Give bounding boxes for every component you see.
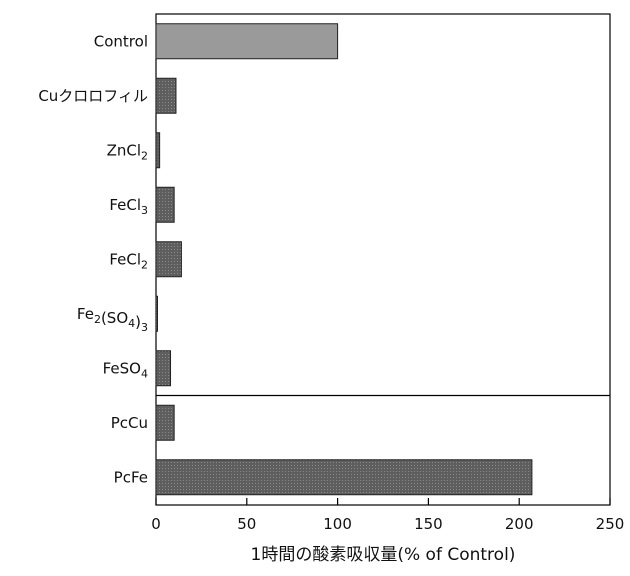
category-label: Cuクロロフィル (38, 87, 148, 105)
bar (155, 241, 182, 278)
category-label: FeCl2 (109, 250, 148, 271)
category-label: PcFe (114, 468, 148, 486)
bar (155, 77, 177, 114)
category-label: FeCl3 (109, 196, 148, 217)
category-label: Control (94, 32, 148, 50)
bar (155, 350, 172, 387)
bar (155, 404, 175, 441)
bar (155, 132, 161, 169)
x-tick-label: 150 (414, 515, 443, 533)
x-axis-label: 1時間の酸素吸収量(% of Control) (251, 545, 516, 565)
x-tick-label: 200 (505, 515, 534, 533)
x-tick-label: 0 (151, 515, 161, 533)
bar (155, 23, 339, 60)
category-label: ZnCl2 (107, 141, 148, 162)
category-label: FeSO4 (103, 359, 148, 380)
x-tick-label: 250 (596, 515, 625, 533)
category-label: Fe2(SO4)3 (77, 305, 148, 334)
category-label: PcCu (111, 414, 148, 432)
bar (155, 295, 158, 332)
x-tick-label: 50 (237, 515, 256, 533)
x-tick-label: 100 (323, 515, 352, 533)
bar (155, 186, 175, 223)
plot-frame (155, 13, 611, 506)
bar (155, 459, 533, 496)
